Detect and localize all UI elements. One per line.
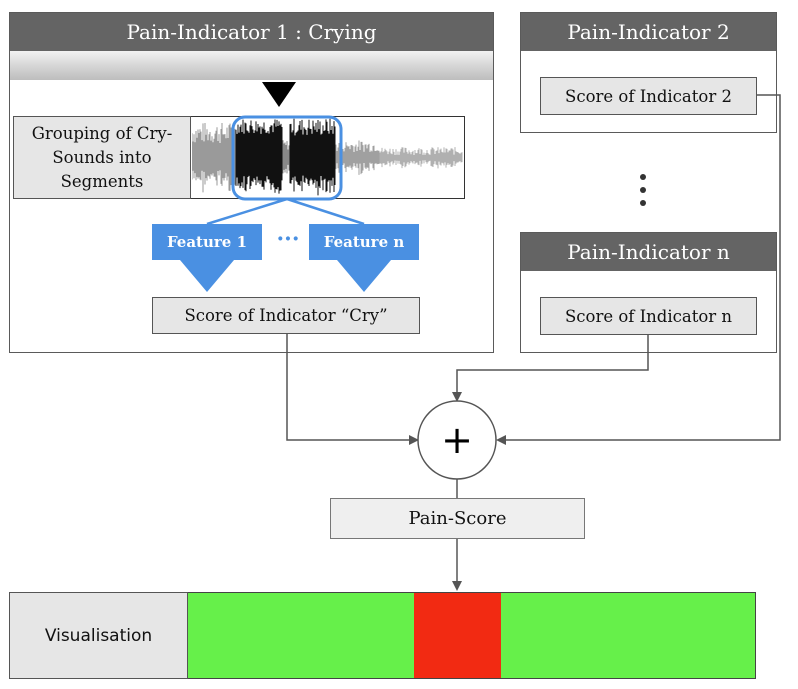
visualisation-label: Visualisation — [9, 592, 188, 679]
score-indicator-2-box: Score of Indicator 2 — [540, 77, 757, 115]
pain-indicator-2-title: Pain-Indicator 2 — [521, 13, 776, 51]
more-indicators-dots — [637, 174, 649, 214]
score-indicator-n-box: Score of Indicator n — [540, 297, 757, 335]
grouping-box: Grouping of Cry-Sounds into Segments — [13, 116, 191, 199]
feature-n-arrow-icon — [337, 260, 391, 292]
sum-symbol: + — [441, 418, 473, 462]
feature-n-box: Feature n — [309, 224, 419, 260]
score-indicator-cry-box: Score of Indicator “Cry” — [152, 297, 420, 334]
pain-indicator-1-title: Pain-Indicator 1 : Crying — [10, 13, 493, 51]
feature-1-box: Feature 1 — [152, 224, 262, 260]
pain-level-marker — [414, 593, 501, 678]
sum-node — [417, 400, 497, 480]
pain-score-box: Pain-Score — [330, 498, 585, 539]
segment-pointer-icon — [262, 82, 296, 107]
feature-1-arrow-icon — [180, 260, 234, 292]
gradient-bar — [10, 51, 493, 80]
pain-indicator-n-title: Pain-Indicator n — [521, 233, 776, 271]
feature-ellipsis: ··· — [276, 226, 300, 252]
